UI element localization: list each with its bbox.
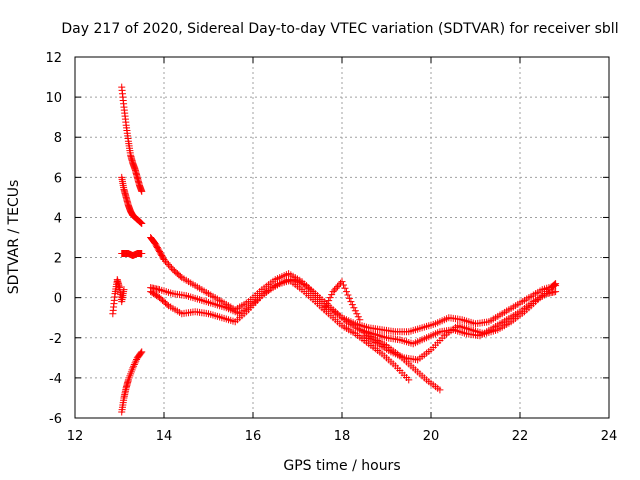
data-point (166, 262, 174, 270)
data-point (339, 281, 347, 289)
series-track-5 (118, 348, 146, 416)
data-point (130, 361, 138, 369)
y-tick-label: 10 (45, 91, 62, 106)
data-points (109, 83, 560, 416)
grid (75, 57, 609, 418)
data-point (130, 362, 138, 370)
data-point (550, 281, 558, 289)
series-track-6 (147, 234, 560, 336)
x-tick-label: 14 (156, 429, 173, 444)
data-point (138, 250, 146, 258)
y-axis-label: SDTVAR / TECUs (6, 180, 22, 295)
data-point (341, 284, 349, 292)
data-point (326, 294, 334, 302)
data-point (138, 187, 146, 195)
data-point (131, 359, 139, 367)
x-tick-label: 22 (512, 429, 529, 444)
data-point (334, 283, 342, 291)
data-point (331, 286, 339, 294)
x-axis-label: GPS time / hours (283, 458, 400, 474)
x-tick-label: 20 (423, 429, 440, 444)
data-point (325, 297, 333, 305)
y-tick-label: 4 (54, 211, 62, 226)
data-point (163, 259, 171, 267)
chart-title: Day 217 of 2020, Sidereal Day-to-day VTE… (61, 21, 618, 37)
data-point (322, 303, 330, 311)
x-tick-label: 18 (334, 429, 351, 444)
series-track-8 (147, 276, 413, 384)
y-tick-label: -6 (49, 412, 62, 427)
data-point (161, 257, 169, 265)
data-point (138, 219, 146, 227)
data-point (552, 288, 560, 296)
data-point (132, 357, 140, 365)
data-point (129, 364, 137, 372)
series-track-1 (118, 83, 146, 195)
data-point (351, 307, 359, 315)
y-tick-label: 12 (45, 51, 62, 66)
x-tick-label: 24 (601, 429, 618, 444)
data-point (137, 349, 145, 357)
y-tick-label: 0 (54, 292, 62, 307)
data-point (120, 286, 128, 294)
data-point (337, 279, 345, 287)
data-point (138, 348, 146, 356)
data-point (345, 294, 353, 302)
data-point (347, 298, 355, 306)
series-track-3 (118, 250, 146, 260)
data-point (350, 304, 358, 312)
x-tick-label: 12 (67, 429, 84, 444)
data-point (176, 272, 184, 280)
y-tick-label: -2 (49, 332, 62, 347)
y-tick-label: 8 (54, 131, 62, 146)
data-point (353, 310, 361, 318)
data-point (320, 306, 328, 314)
data-point (405, 376, 413, 384)
data-point (167, 264, 175, 272)
data-point (328, 291, 336, 299)
data-point (354, 313, 362, 321)
series-track-4 (109, 276, 128, 318)
y-tick-label: -4 (49, 372, 62, 387)
x-tick-label: 16 (245, 429, 262, 444)
data-point (332, 284, 340, 292)
data-point (342, 288, 350, 296)
series-track-11 (320, 278, 364, 324)
data-point (137, 219, 145, 227)
data-point (164, 261, 172, 269)
data-point (136, 218, 144, 226)
series-track-2 (118, 173, 146, 227)
data-point (344, 291, 352, 299)
data-point (436, 386, 444, 394)
data-point (552, 280, 560, 288)
data-point (348, 301, 356, 309)
data-point (323, 300, 331, 308)
data-point (356, 316, 364, 324)
y-tick-label: 2 (54, 252, 62, 267)
data-point (338, 278, 346, 286)
y-tick-label: 6 (54, 171, 62, 186)
data-point (551, 280, 559, 288)
data-point (160, 256, 168, 264)
data-point (329, 288, 337, 296)
series-track-10 (360, 280, 560, 364)
data-point (163, 300, 171, 308)
